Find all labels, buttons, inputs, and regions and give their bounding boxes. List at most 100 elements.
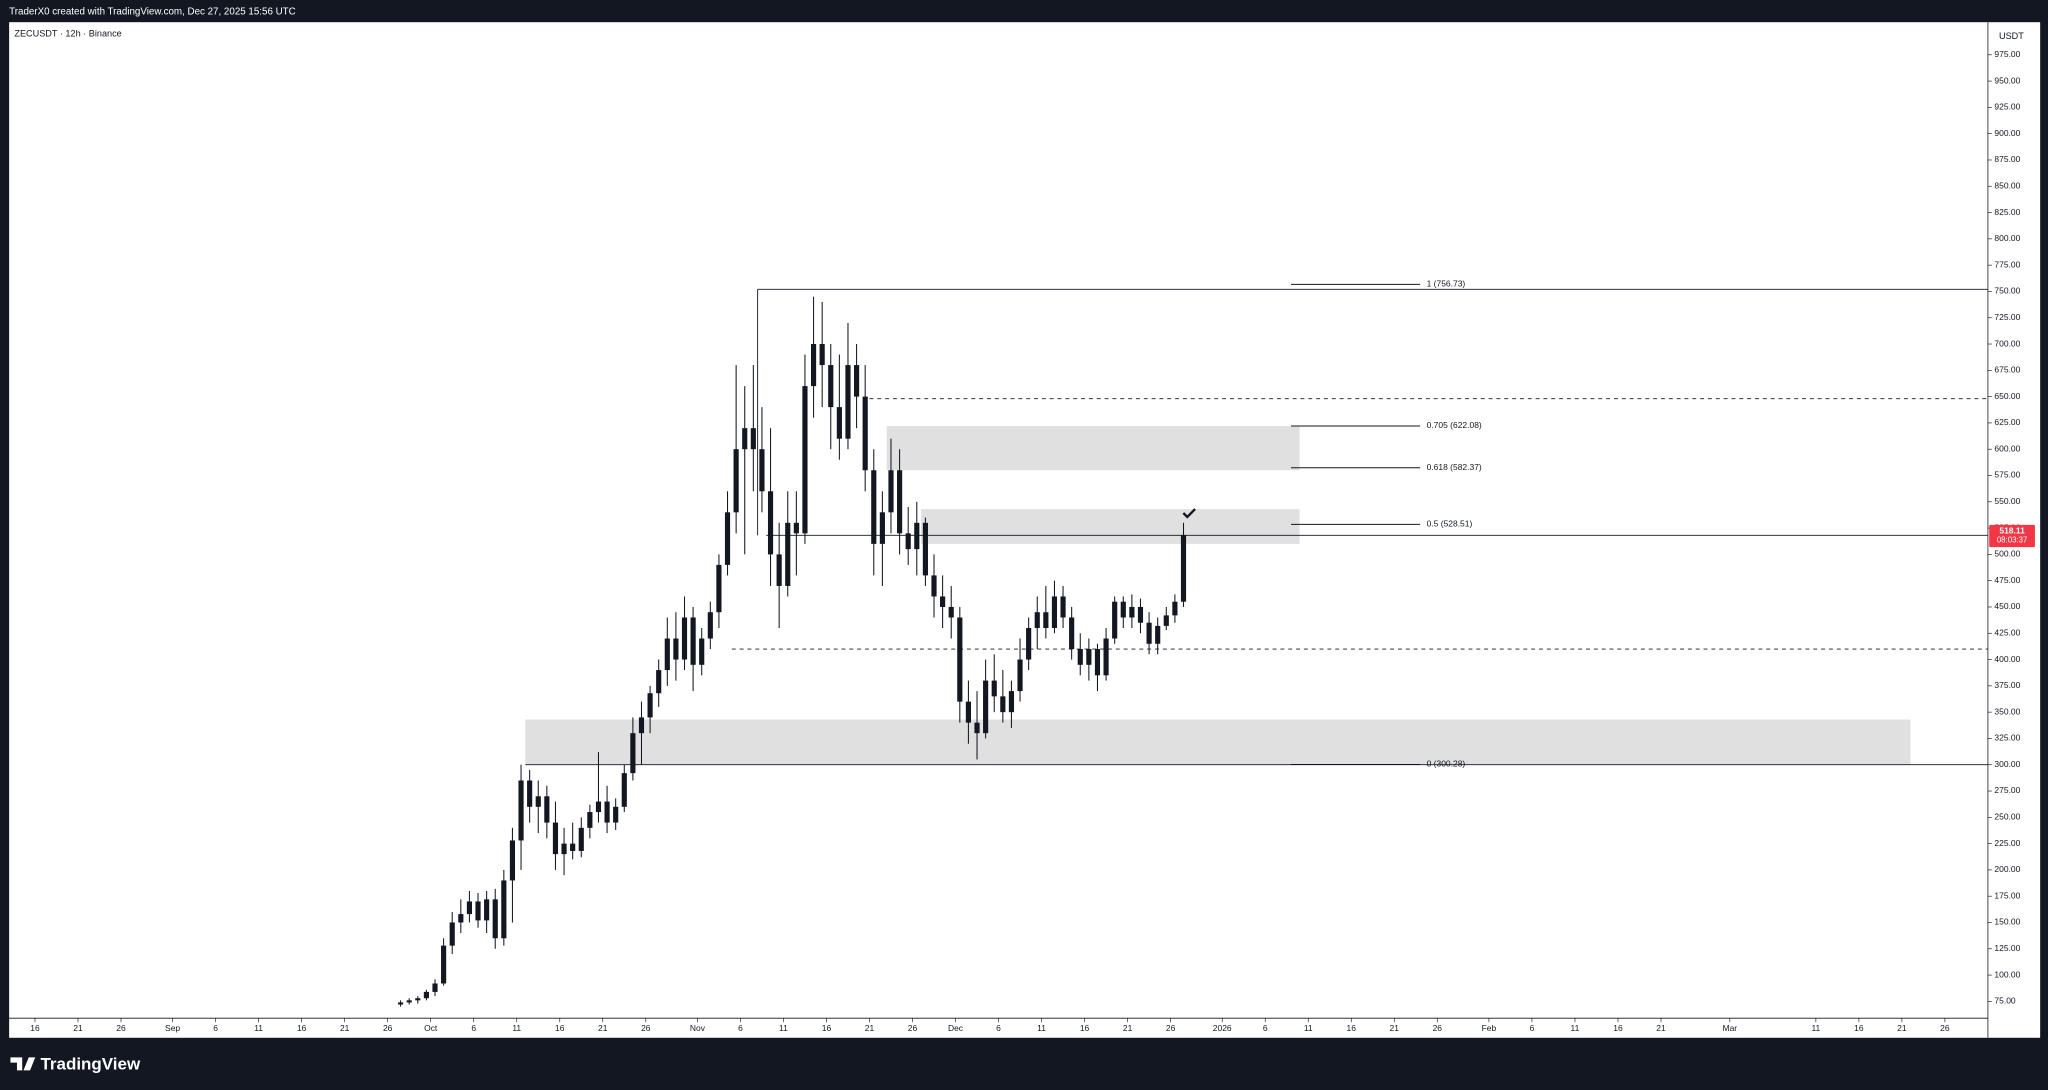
- candle-body: [724, 512, 731, 565]
- y-tick-label: 575.00: [1994, 470, 2020, 480]
- candle-body: [458, 914, 464, 923]
- candle-body: [647, 693, 653, 718]
- y-tick-label: 100.00: [1994, 969, 2020, 979]
- x-tick-label: 21: [598, 1023, 608, 1033]
- x-tick-label: 11: [254, 1023, 263, 1033]
- candle-body: [853, 365, 860, 397]
- y-tick-label: 600.00: [1994, 443, 2020, 453]
- y-tick-label: 450.00: [1994, 601, 2020, 611]
- y-tick-label: 925.00: [1994, 102, 2020, 112]
- x-tick-label: Feb: [1482, 1023, 1497, 1033]
- fib-label: 0.5 (528.51): [1427, 519, 1473, 529]
- candle-body: [578, 827, 584, 851]
- x-tick-label: 16: [297, 1023, 307, 1033]
- x-tick-label: 11: [1304, 1023, 1313, 1033]
- candle-body: [965, 701, 971, 723]
- y-tick-label: 850.00: [1994, 181, 2020, 191]
- zone: [525, 719, 1911, 765]
- x-tick-label: 16: [1854, 1023, 1864, 1033]
- candle-body: [561, 843, 567, 855]
- x-tick-label: 16: [555, 1023, 565, 1033]
- candle-body: [940, 596, 946, 607]
- candle-body: [707, 612, 713, 639]
- candle-body: [630, 733, 636, 774]
- candle-body: [449, 922, 455, 946]
- y-tick-label: 975.00: [1994, 49, 2020, 59]
- candle-body: [983, 680, 989, 734]
- candle-body: [1034, 612, 1040, 629]
- candle-body: [922, 522, 928, 576]
- candle-body: [432, 983, 438, 992]
- candle-body: [1129, 606, 1135, 618]
- check-icon: [1182, 508, 1196, 519]
- x-tick-label: 26: [641, 1023, 651, 1033]
- zone: [886, 426, 1300, 471]
- candle-body: [785, 522, 791, 586]
- candle-body: [1137, 606, 1144, 623]
- x-tick-label: Mar: [1723, 1023, 1738, 1033]
- y-tick-label: 325.00: [1994, 733, 2020, 743]
- candle-body: [1069, 617, 1075, 650]
- x-tick-label: Oct: [424, 1023, 438, 1033]
- candle-body: [957, 617, 963, 702]
- x-tick-label: 16: [822, 1023, 832, 1033]
- y-tick-label: 750.00: [1994, 286, 2020, 296]
- candle-body: [527, 780, 533, 807]
- logo: TradingView: [10, 1055, 141, 1074]
- x-tick-label: Nov: [690, 1023, 706, 1033]
- y-tick-label: 350.00: [1994, 706, 2020, 716]
- candle-body: [1094, 649, 1101, 676]
- candle-body: [750, 428, 756, 450]
- y-tick-label: 275.00: [1994, 785, 2020, 795]
- zone: [921, 509, 1300, 544]
- candle-body: [1112, 601, 1118, 639]
- x-tick-label: 21: [340, 1023, 350, 1033]
- candle-body: [931, 575, 937, 597]
- x-tick-label: Sep: [165, 1023, 180, 1033]
- candle-body: [570, 843, 576, 851]
- candle-body: [604, 801, 610, 823]
- candle-body: [544, 796, 550, 823]
- candle-body: [1017, 659, 1023, 692]
- candle-body: [914, 522, 920, 550]
- candle-body: [1026, 628, 1032, 660]
- candle-body: [1155, 625, 1161, 644]
- candle-body: [1008, 691, 1015, 713]
- candle-body: [509, 840, 516, 881]
- candle-body: [836, 407, 842, 439]
- y-tick-label: 150.00: [1994, 917, 2020, 927]
- x-tick-label: 21: [1656, 1023, 1666, 1033]
- x-tick-label: 26: [383, 1023, 393, 1033]
- y-tick-label: 425.00: [1994, 627, 2020, 637]
- x-tick-label: 21: [73, 1023, 83, 1033]
- y-tick-label: 675.00: [1994, 365, 2020, 375]
- candle-body: [879, 512, 885, 544]
- x-tick-label: 2026: [1213, 1023, 1232, 1033]
- y-tick-label: 625.00: [1994, 417, 2020, 427]
- y-tick-label: 775.00: [1994, 259, 2020, 269]
- candle-body: [759, 449, 765, 492]
- candle-body: [1060, 596, 1066, 618]
- price-tag-value: 518.11: [1999, 526, 2025, 536]
- candle-body: [398, 1002, 404, 1005]
- candle-body: [441, 945, 447, 984]
- y-tick-label: 800.00: [1994, 233, 2020, 243]
- x-tick-label: 26: [908, 1023, 918, 1033]
- candle-body: [587, 812, 593, 828]
- credit: TraderX0 created with TradingView.com, D…: [9, 6, 296, 17]
- x-tick-label: 11: [1037, 1023, 1046, 1033]
- y-tick-label: 400.00: [1994, 654, 2020, 664]
- y-tick-label: 550.00: [1994, 496, 2020, 506]
- candle-body: [1172, 601, 1178, 616]
- candle-body: [664, 638, 670, 671]
- candle-body: [638, 717, 645, 734]
- x-tick-label: 11: [1571, 1023, 1580, 1033]
- candle-body: [406, 1000, 412, 1003]
- candle-body: [681, 617, 688, 660]
- x-tick-label: 26: [1940, 1023, 1950, 1033]
- candle-body: [776, 554, 782, 586]
- x-tick-label: 6: [996, 1023, 1001, 1033]
- candle-body: [1163, 615, 1169, 626]
- x-tick-label: 21: [865, 1023, 875, 1033]
